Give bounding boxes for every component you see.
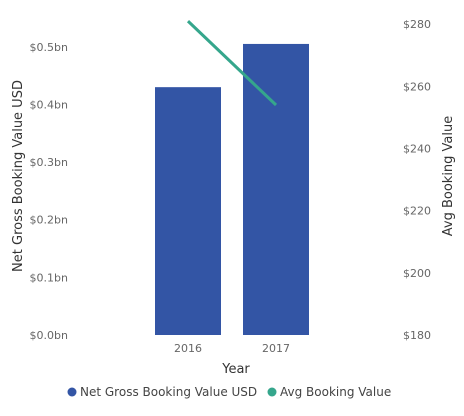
- y-tick-label-right: $240: [403, 143, 431, 156]
- right-axis-ticks: $180 $200 $220 $240 $260 $280: [403, 18, 431, 342]
- y-tick-label-left: $0.1bn: [30, 271, 68, 284]
- avg-booking-value-line[interactable]: [186, 20, 278, 107]
- bar-2017[interactable]: [243, 43, 309, 335]
- left-axis-ticks: $0.0bn $0.1bn $0.2bn $0.3bn $0.4bn $0.5bn: [30, 41, 68, 342]
- y-tick-label-right: $280: [403, 18, 431, 31]
- legend-label[interactable]: Avg Booking Value: [280, 385, 391, 399]
- x-axis-ticks: 2016 2017: [174, 342, 290, 355]
- y-tick-label-right: $220: [403, 205, 431, 218]
- y-tick-label-right: $200: [403, 267, 431, 280]
- y-tick-label-left: $0.3bn: [30, 156, 68, 169]
- bar-2016[interactable]: [155, 87, 221, 335]
- legend-label[interactable]: Net Gross Booking Value USD: [80, 385, 257, 399]
- x-tick-label: 2016: [174, 342, 202, 355]
- legend: Net Gross Booking Value USD Avg Booking V…: [67, 385, 391, 399]
- x-tick-label: 2017: [262, 342, 290, 355]
- y-tick-label-right: $260: [403, 80, 431, 93]
- legend-marker: [67, 387, 77, 397]
- y-tick-label-left: $0.5bn: [30, 41, 68, 54]
- y-tick-label-right: $180: [403, 329, 431, 342]
- y-tick-label-left: $0.0bn: [30, 329, 68, 342]
- x-axis-title: Year: [221, 362, 250, 377]
- y-tick-label-left: $0.4bn: [30, 98, 68, 111]
- y-axis-title-left: Net Gross Booking Value USD: [11, 80, 26, 272]
- bar-series: [155, 43, 309, 335]
- line-series: [186, 20, 278, 107]
- legend-marker: [267, 387, 277, 397]
- y-axis-title-right: Avg Booking Value: [441, 116, 456, 237]
- y-tick-label-left: $0.2bn: [30, 214, 68, 227]
